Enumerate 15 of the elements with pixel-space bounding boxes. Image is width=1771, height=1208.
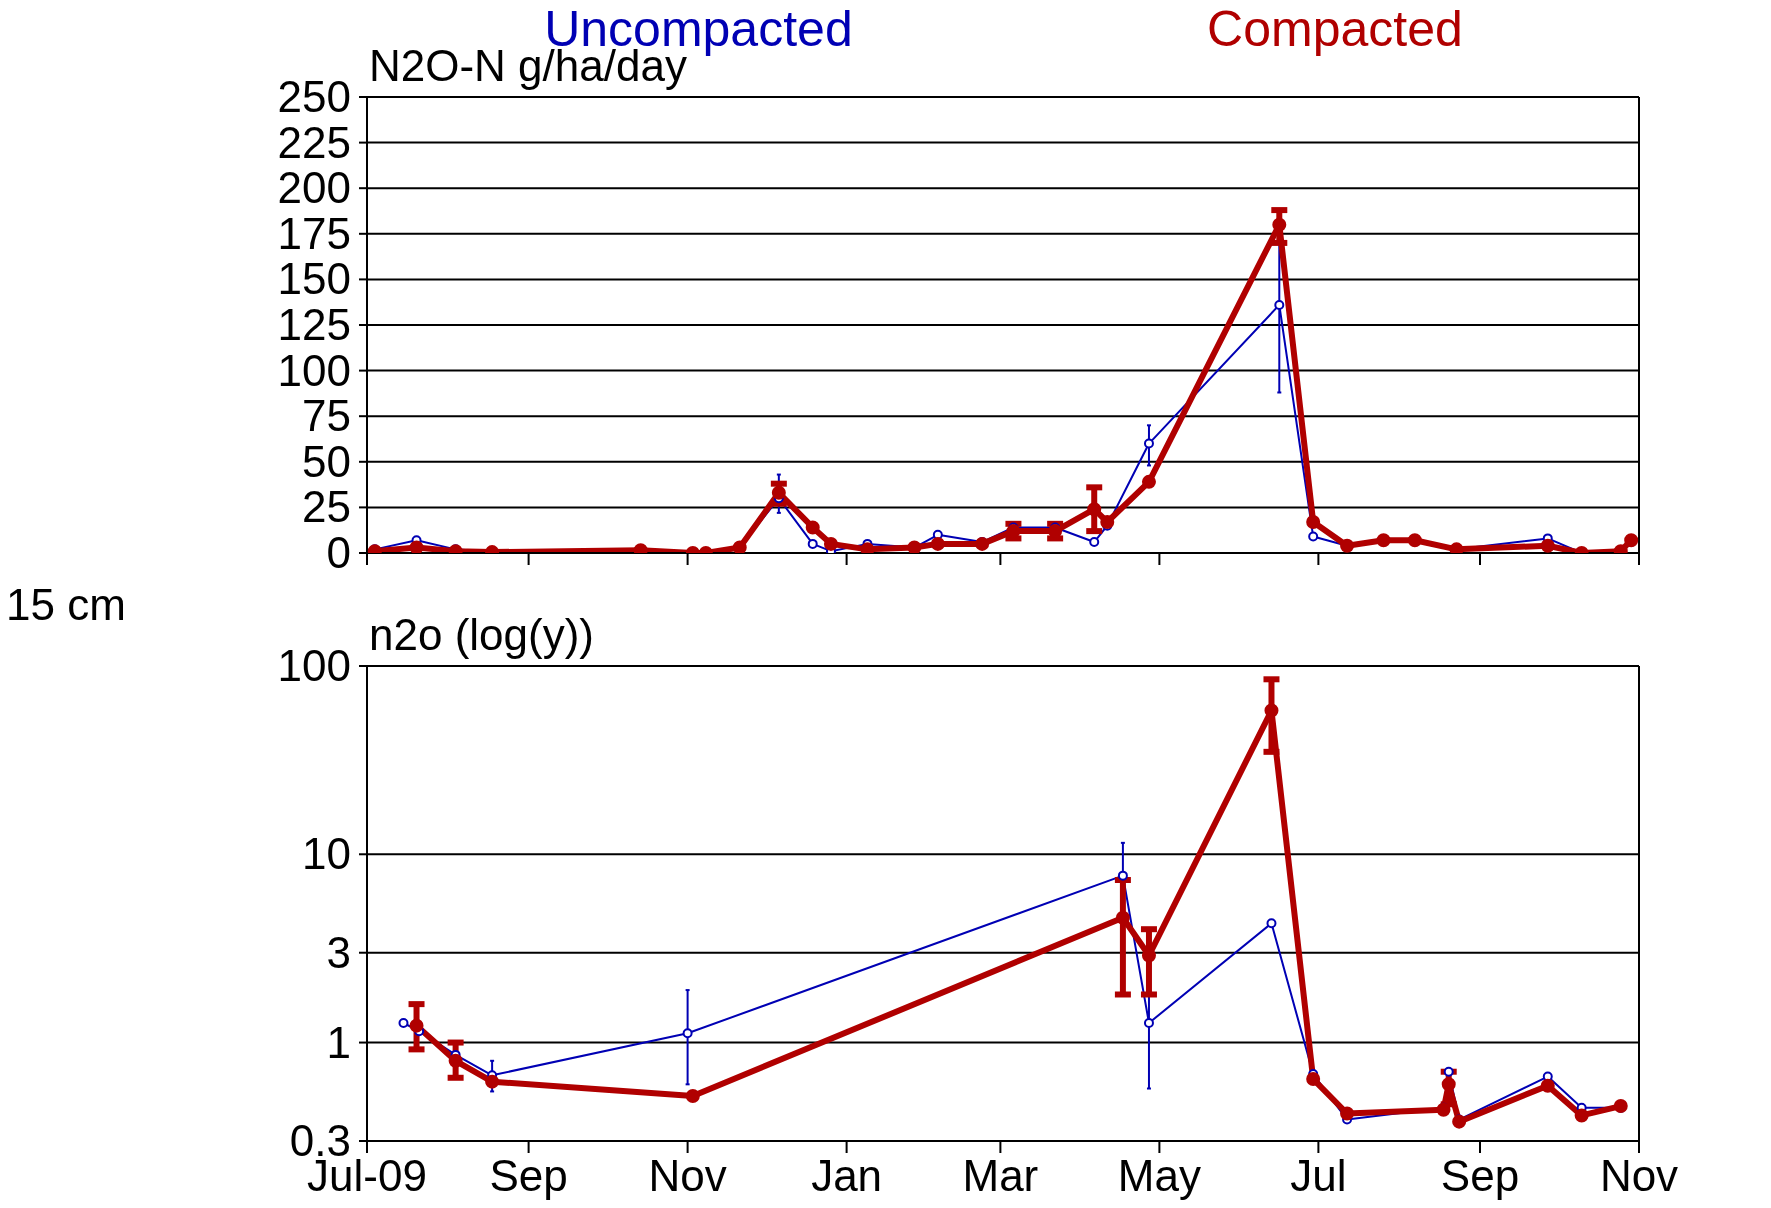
x-tick-label: Sep [1440,1151,1520,1200]
x-tick-label: Nov [1599,1151,1679,1200]
y-tick-label: 3 [326,927,351,977]
x-tick-label: Jul [1290,1151,1347,1200]
x-tick-label: Jan [811,1151,883,1200]
y-tick-label: 10 [302,829,351,879]
y-tick-label: 1 [326,1017,351,1067]
x-tick-label: May [1117,1151,1201,1200]
text: 15 cm [6,580,126,630]
x-tick-label: Sep [489,1151,568,1200]
x-tick-label: Mar [962,1151,1039,1200]
x-tick-label: Nov [648,1151,727,1200]
y-axis-title: n2o (log(y)) [369,610,594,660]
y-tick-label: 100 [277,641,351,690]
text: Compacted [1207,0,1463,58]
